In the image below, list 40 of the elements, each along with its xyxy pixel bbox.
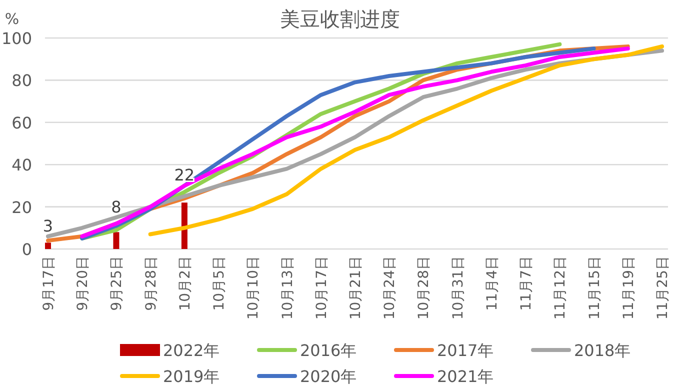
y-tick-label: 80: [12, 71, 32, 90]
bar: [181, 202, 188, 249]
data-label: 3: [42, 216, 54, 236]
legend-label: 2020年: [300, 367, 357, 386]
x-tick-label: 11月19日: [620, 256, 637, 320]
x-tick-label: 10月2日: [177, 256, 194, 311]
x-tick-label: 10月28日: [416, 256, 432, 320]
data-label: 8: [111, 197, 122, 216]
x-tick-label: 10月21日: [348, 256, 364, 320]
y-tick-label: 60: [12, 113, 32, 132]
ylabel: %: [4, 10, 20, 28]
y-tick-label: 0: [22, 240, 32, 259]
data-label: 22: [174, 166, 195, 185]
x-tick-label: 9月17日: [41, 256, 57, 311]
legend-label: 2022年: [163, 341, 220, 360]
x-tick-label: 9月20日: [75, 256, 92, 311]
legend-label: 2017年: [437, 341, 494, 360]
x-tick-label: 10月17日: [314, 256, 330, 320]
legend-label: 2021年: [437, 367, 494, 386]
y-tick-label: 100: [1, 29, 32, 48]
x-tick-label: 11月7日: [518, 256, 535, 311]
x-tick-label: 10月5日: [212, 256, 228, 311]
y-tick-label: 20: [12, 198, 32, 217]
title: 美豆收割进度: [280, 7, 400, 31]
legend-label: 2019年: [163, 367, 220, 386]
x-tick-label: 11月25日: [655, 256, 671, 320]
x-tick-label: 10月10日: [246, 256, 262, 320]
x-tick-label: 10月24日: [382, 256, 398, 320]
x-tick-label: 11月15日: [586, 256, 603, 320]
x-tick-label: 11月4日: [484, 256, 500, 311]
bar: [113, 232, 120, 249]
y-tick-label: 40: [12, 156, 32, 175]
bar: [45, 242, 51, 249]
x-tick-label: 9月28日: [143, 256, 160, 311]
x-tick-label: 10月31日: [450, 256, 466, 320]
x-tick-label: 10月13日: [280, 256, 296, 320]
legend-label: 2016年: [300, 341, 357, 360]
legend-label: 2018年: [574, 341, 631, 360]
x-tick-label: 11月12日: [552, 256, 569, 320]
x-tick-label: 9月25日: [109, 256, 126, 311]
